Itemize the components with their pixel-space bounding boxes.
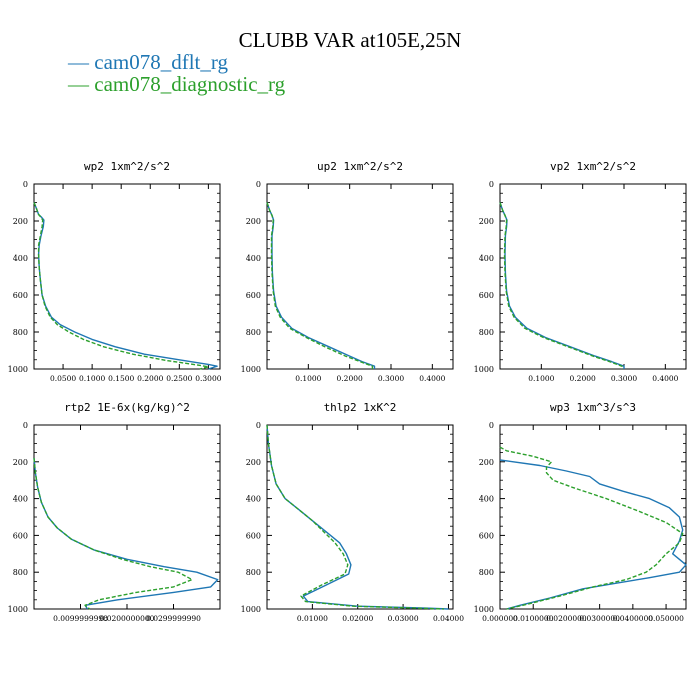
series-line-diagnostic [33, 202, 210, 370]
y-tick-label: 0 [23, 421, 28, 430]
series-line-diagnostic [499, 446, 684, 610]
plot-frame [33, 183, 221, 370]
x-tick-label: 0.1000 [528, 374, 554, 383]
x-tick-label: 0.2000 [570, 374, 596, 383]
y-tick-label: 0 [23, 180, 28, 189]
x-tick-label: 0.0400000 [613, 614, 654, 623]
plot-frame [266, 424, 454, 610]
panel-2: up2 1xm^2/s^2 0 200 400 600 800 1000 0.1000 0.20… [241, 160, 454, 383]
y-tick-label: 1000 [474, 365, 494, 374]
plot-frame [266, 183, 454, 370]
panel-title: wp3 1xm^3/s^3 [550, 401, 636, 414]
panel-1: wp2 1xm^2/s^2 0 200 400 600 800 1000 0.0500 0.10… [8, 160, 222, 383]
panel-6: wp3 1xm^3/s^3020040060080010000.0000000.… [474, 401, 687, 623]
y-tick-label: 400 [246, 495, 261, 504]
y-tick-label: 1000 [8, 605, 28, 614]
y-tick-label: 200 [246, 458, 261, 467]
x-tick-label: 0.04000 [433, 614, 464, 623]
y-tick-label: 0 [256, 180, 261, 189]
y-tick-label: 0 [489, 421, 494, 430]
series-line-dflt [266, 202, 376, 369]
figure-title: CLUBB VAR at105E,25N [238, 28, 462, 52]
y-tick-label: 200 [246, 217, 261, 226]
y-tick-label: 800 [13, 328, 28, 337]
y-tick-label: 800 [479, 328, 494, 337]
y-tick-label: 800 [246, 568, 261, 577]
x-tick-label: 0.0200000000 [100, 614, 155, 623]
x-tick-label: 0.000000 [482, 614, 518, 623]
plot-frame [499, 183, 687, 370]
series-line-dflt [266, 424, 449, 610]
x-tick-label: 0.1000 [295, 374, 321, 383]
x-tick-label: 0.03000 [388, 614, 419, 623]
series-line-dflt [33, 202, 218, 370]
y-tick-label: 200 [13, 217, 28, 226]
y-tick-label: 600 [479, 531, 494, 540]
plot-frame [33, 424, 221, 610]
series-line-diagnostic [33, 458, 193, 610]
x-tick-label: 0.3000 [195, 374, 221, 383]
panel-3: vp2 1xm^2/s^2 0 200 400 600 800 1000 0.1000 0.20… [474, 160, 687, 383]
x-tick-label: 0.02000 [342, 614, 373, 623]
x-tick-label: 0.4000 [419, 374, 445, 383]
y-tick-label: 400 [13, 254, 28, 263]
x-tick-label: 0.0300000 [579, 614, 620, 623]
series-line-diagnostic [499, 202, 623, 369]
panel-title: rtp2 1E-6x(kg/kg)^2 [64, 401, 190, 414]
y-tick-label: 600 [246, 291, 261, 300]
y-tick-label: 0 [256, 421, 261, 430]
y-tick-label: 800 [13, 568, 28, 577]
legend-entry-dflt: — cam078_dflt_rg [68, 50, 229, 74]
x-tick-label: 0.2500 [166, 374, 192, 383]
x-tick-label: 0.0099999998 [53, 614, 108, 623]
y-tick-label: 200 [13, 458, 28, 467]
y-tick-label: 0 [489, 180, 494, 189]
y-tick-label: 1000 [8, 365, 28, 374]
x-tick-label: 0.2000 [337, 374, 363, 383]
x-tick-label: 0.4000 [652, 374, 678, 383]
x-tick-label: 0.050000 [648, 614, 684, 623]
y-tick-label: 600 [13, 531, 28, 540]
panel-title: up2 1xm^2/s^2 [317, 160, 403, 173]
y-tick-label: 400 [479, 495, 494, 504]
plot-frame [499, 424, 687, 610]
y-tick-label: 400 [479, 254, 494, 263]
y-tick-label: 400 [246, 254, 261, 263]
x-tick-label: 0.1000 [79, 374, 105, 383]
y-tick-label: 600 [246, 531, 261, 540]
panel-title: vp2 1xm^2/s^2 [550, 160, 636, 173]
x-tick-label: 0.1500 [108, 374, 134, 383]
y-tick-label: 1000 [241, 605, 261, 614]
legend-entry-diagnostic: — cam078_diagnostic_rg [68, 72, 286, 96]
x-tick-label: 0.0500 [50, 374, 76, 383]
x-tick-label: 0.2000 [137, 374, 163, 383]
panel-title: thlp2 1xK^2 [324, 401, 397, 414]
x-tick-label: 0.0200000 [546, 614, 587, 623]
panel-title: wp2 1xm^2/s^2 [84, 160, 170, 173]
y-tick-label: 600 [13, 291, 28, 300]
y-tick-label: 1000 [474, 605, 494, 614]
x-tick-label: 0.0100000 [513, 614, 554, 623]
series-line-dflt [499, 202, 625, 369]
panel-4: rtp2 1E-6x(kg/kg)^2 0 200 400 600 800 1000 0.00… [8, 401, 221, 623]
panel-5: thlp2 1xK^2 0 200 400 600 800 1000 0.01000 0.020… [241, 401, 465, 623]
y-tick-label: 400 [13, 495, 28, 504]
series-line-diagnostic [266, 424, 444, 610]
y-tick-label: 200 [479, 458, 494, 467]
y-tick-label: 600 [479, 291, 494, 300]
x-tick-label: 0.3000 [611, 374, 637, 383]
x-tick-label: 0.01000 [297, 614, 328, 623]
series-line-diagnostic [266, 202, 374, 369]
series-line-dflt [33, 458, 219, 610]
y-tick-label: 200 [479, 217, 494, 226]
y-tick-label: 1000 [241, 365, 261, 374]
x-tick-label: 0.3000 [378, 374, 404, 383]
y-tick-label: 800 [479, 568, 494, 577]
x-tick-label: 0.0299999990 [146, 614, 201, 623]
y-tick-label: 800 [246, 328, 261, 337]
